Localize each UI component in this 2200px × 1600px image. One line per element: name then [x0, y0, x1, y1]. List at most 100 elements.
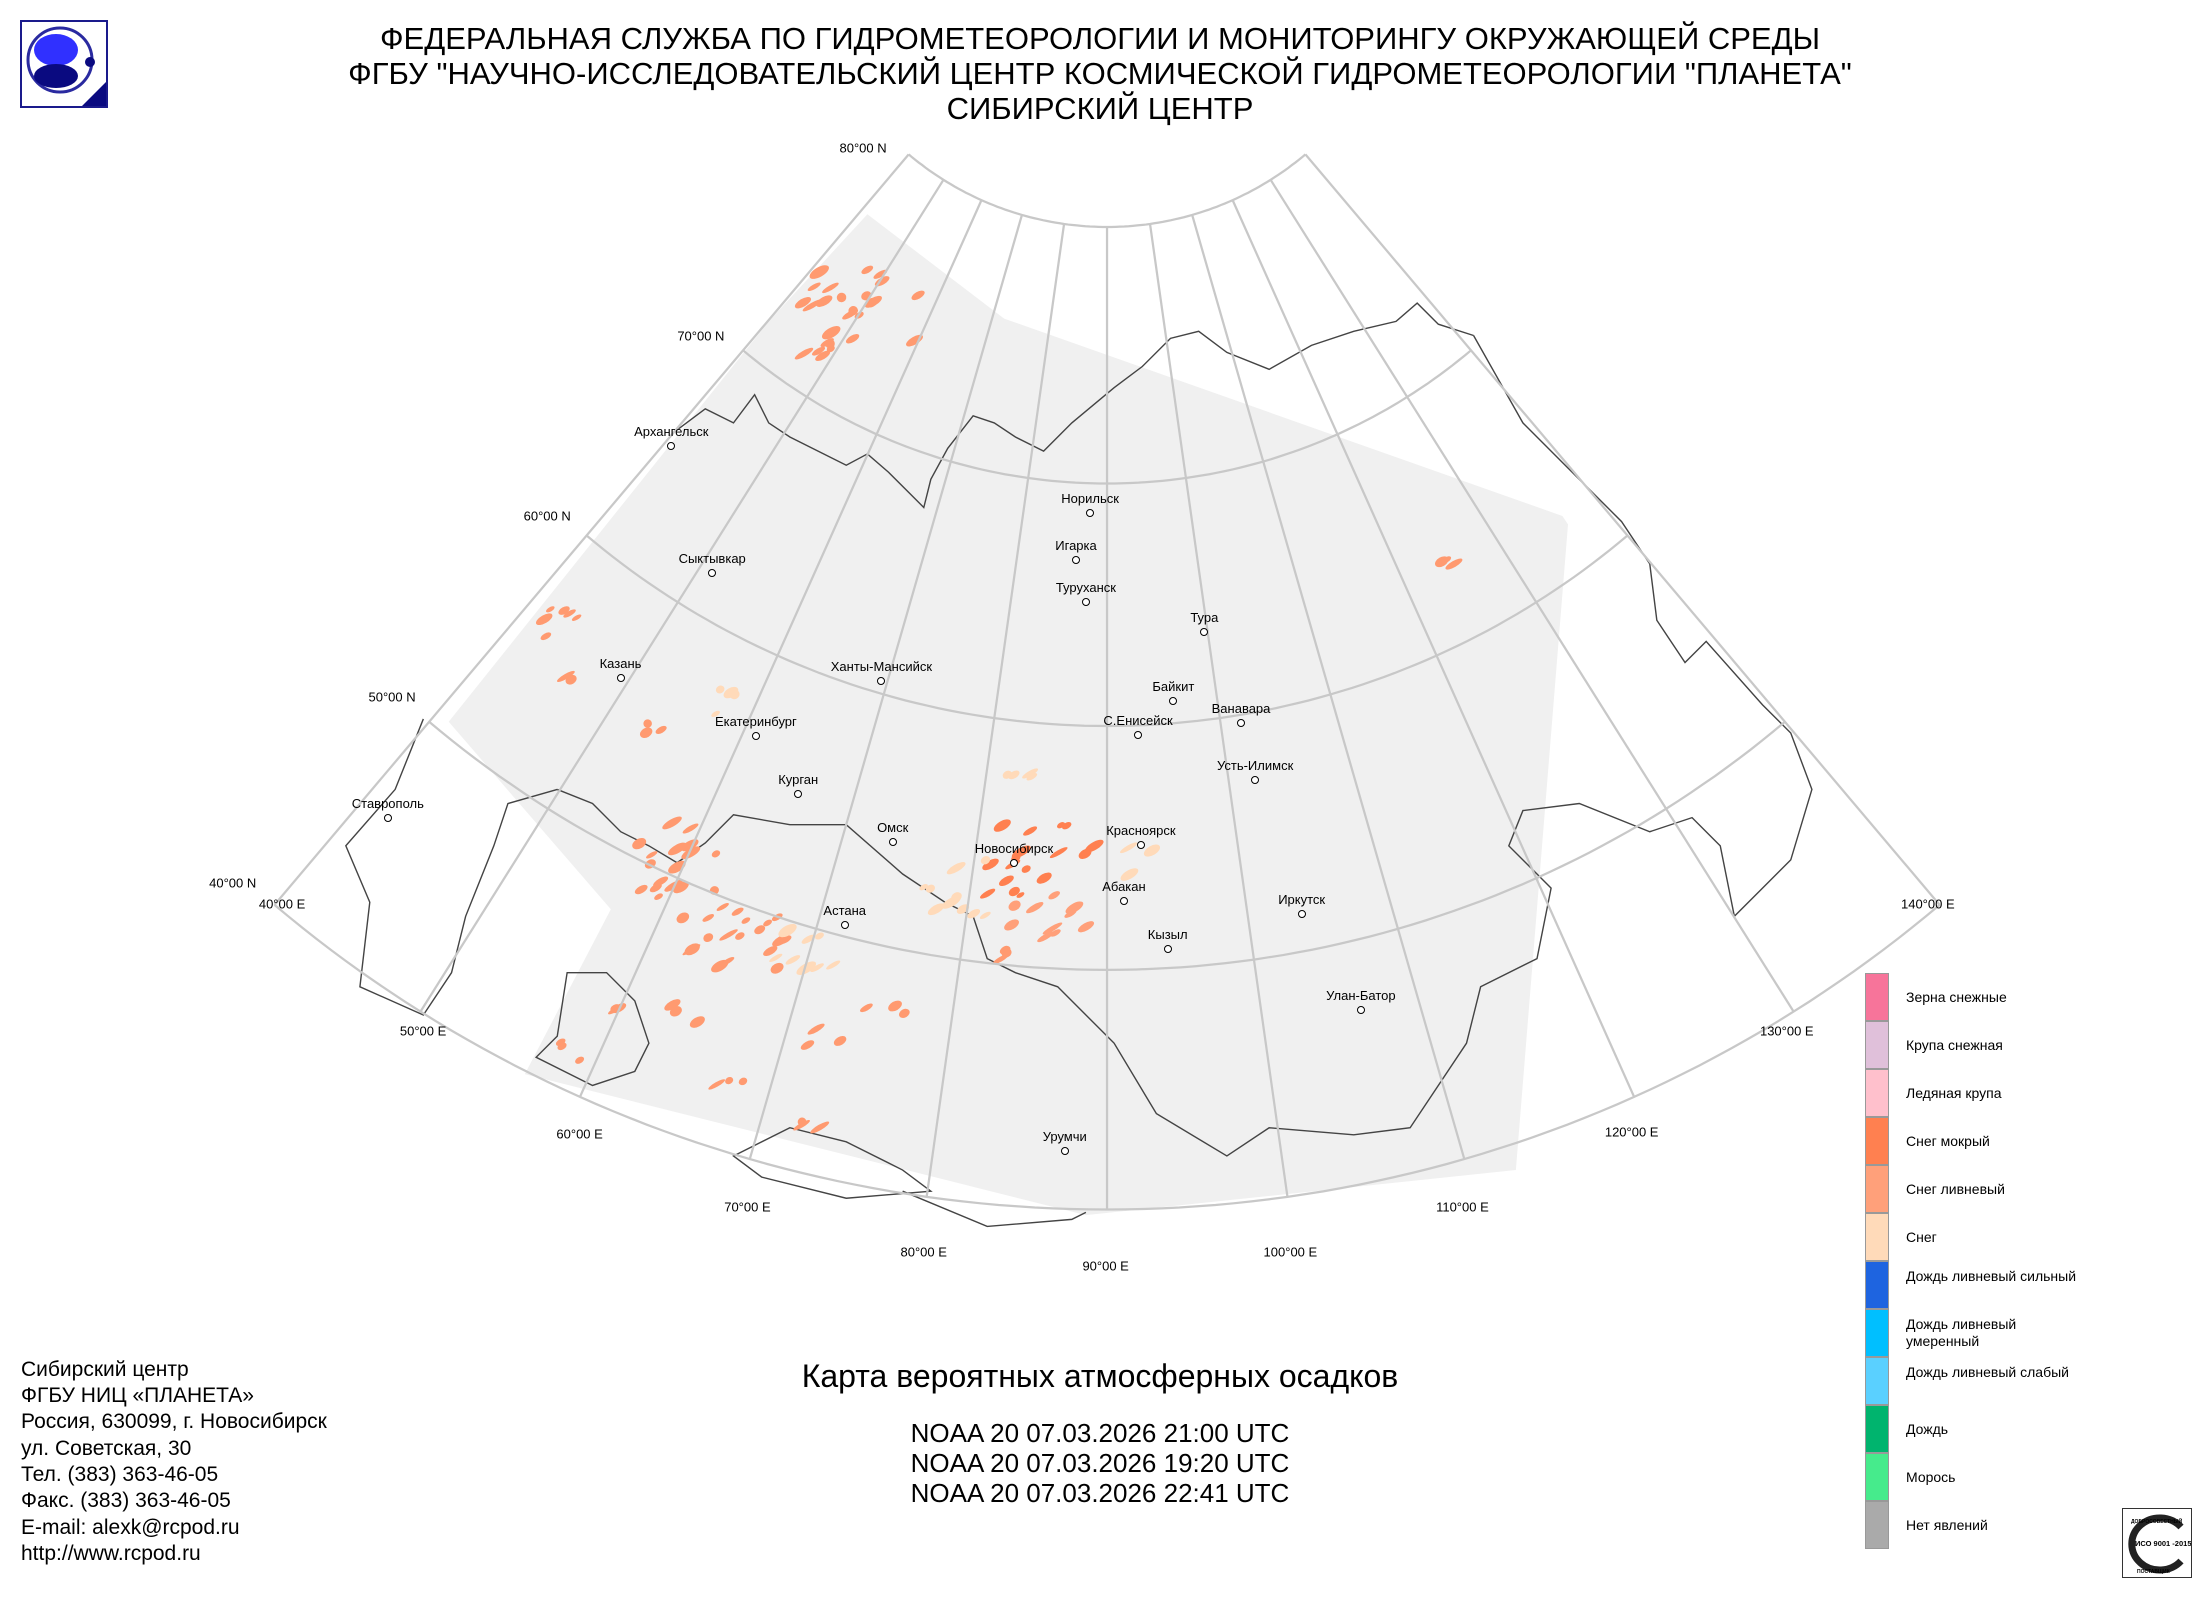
meridian-line	[1269, 179, 1795, 1013]
city-label: С.Енисейск	[1103, 712, 1173, 728]
precipitation-patch	[810, 963, 824, 973]
coastline	[557, 335, 1813, 1157]
precipitation-patch	[919, 883, 928, 891]
legend-swatch	[1865, 1405, 1889, 1453]
precipitation-patch	[571, 614, 582, 621]
coastline	[902, 1190, 1087, 1228]
pass-time-3: NOAA 20 07.03.2026 22:41 UTC	[910, 1478, 1290, 1508]
badge-top: ДОБРОСОВЕСТНЫЙ	[2131, 1517, 2183, 1525]
longitude-label: 90°00 E	[1082, 1258, 1129, 1274]
city-marker-icon	[1072, 555, 1081, 564]
footer-website-link[interactable]: http://www.rcpod.ru	[21, 1542, 201, 1565]
precipitation-patch	[763, 945, 778, 957]
precipitation-patch	[842, 309, 859, 320]
precipitation-patch	[860, 1003, 873, 1013]
legend-swatch	[1865, 1309, 1889, 1357]
graticule	[273, 153, 1941, 1211]
precipitation-patch	[825, 338, 835, 349]
precipitation-patch	[999, 945, 1011, 955]
precipitation-patch	[1008, 886, 1020, 897]
city-label: Туруханск	[1055, 580, 1116, 596]
precipitation-patch	[861, 265, 874, 275]
precipitation-patch	[668, 860, 686, 874]
city-marker-icon	[877, 677, 886, 686]
precipitation-patch	[911, 290, 925, 301]
precipitation-patch	[845, 334, 860, 344]
city-marker-icon	[1237, 719, 1246, 728]
precipitation-patch	[1061, 822, 1072, 830]
precipitation-patch	[563, 609, 576, 618]
precipitation-patch	[1085, 839, 1104, 853]
precipitation-patch	[836, 292, 847, 303]
precipitation-patch	[708, 1079, 726, 1090]
meridian-line	[1231, 199, 1636, 1098]
city-marker-icon	[1119, 897, 1128, 906]
precipitation-patch	[809, 265, 829, 279]
precipitation-patch	[993, 819, 1011, 832]
precipitation-patch	[535, 613, 553, 626]
legend-swatch	[1865, 1453, 1889, 1501]
precipitation-patch	[1023, 826, 1038, 836]
longitude-label: 50°00 E	[399, 1023, 447, 1039]
precipitation-patch	[925, 884, 935, 893]
precipitation-patch	[864, 295, 882, 308]
header-line-3: СИБИРСКИЙ ЦЕНТР	[946, 91, 1254, 126]
precipitation-patch	[754, 925, 766, 935]
precipitation-patch	[1008, 900, 1021, 911]
precipitation-patch	[1042, 922, 1063, 935]
precipitation-patch	[1048, 891, 1060, 900]
precipitation-patch	[721, 956, 735, 966]
footer-line: ул. Советская, 30	[21, 1437, 192, 1460]
precipitation-patch	[888, 1000, 902, 1012]
city-marker-icon	[708, 568, 717, 577]
precipitation-patch	[1120, 842, 1138, 854]
precipitation-patch	[673, 881, 689, 894]
pass-time-2: NOAA 20 07.03.2026 19:20 UTC	[910, 1448, 1290, 1478]
precipitation-patch	[769, 953, 783, 963]
legend-label: Дождь	[1906, 1420, 1949, 1437]
precipitation-patch	[873, 269, 888, 279]
legend-label: Ледяная крупа	[1906, 1084, 2002, 1101]
longitude-label: 80°00 E	[900, 1244, 947, 1260]
precipitation-patch	[785, 955, 801, 965]
precipitation-patch	[632, 837, 647, 850]
precipitation-patch	[639, 727, 653, 738]
longitude-label: 140°00 E	[1900, 896, 1955, 912]
precipitation-patch	[833, 1036, 847, 1046]
precipitation-patch	[1002, 770, 1012, 779]
city-label: Иркутск	[1278, 891, 1326, 907]
city-marker-icon	[1297, 909, 1306, 918]
meridian-line	[273, 153, 910, 906]
city-label: Архангельск	[634, 423, 709, 439]
legend-swatch	[1865, 1213, 1889, 1261]
precipitation-patch	[941, 895, 961, 909]
precipitation-patch	[980, 888, 996, 899]
precipitation-patch	[716, 903, 729, 911]
city-label: Игарка	[1055, 537, 1097, 553]
precipitation-patch	[741, 917, 751, 924]
legend-swatch	[1865, 1261, 1889, 1309]
precipitation-patch	[684, 943, 700, 956]
meridian-line	[748, 214, 1024, 1160]
meridian-line	[1148, 223, 1289, 1197]
city-label: Улан-Батор	[1326, 987, 1396, 1003]
precipitation-patch	[810, 1121, 830, 1134]
city-marker-icon	[1169, 696, 1178, 705]
legend-label: Снег	[1906, 1228, 1937, 1245]
city-marker-icon	[840, 921, 849, 930]
iso-badge: ДОБРОСОВЕСТНЫЙ ПОСТАВЩИК ИСО 9001 -2015	[2122, 1508, 2192, 1578]
city-label: Ванавара	[1211, 701, 1271, 717]
precipitation-patch	[676, 912, 690, 924]
city-label: Красноярск	[1106, 822, 1176, 838]
precipitation-patch	[801, 934, 816, 944]
precipitation-patch	[807, 1023, 825, 1035]
precipitation-patch	[667, 842, 687, 856]
precipitation-patch	[1049, 847, 1068, 859]
footer-email-link[interactable]: E-mail: alexk@rcpod.ru	[21, 1516, 240, 1539]
city-marker-icon	[1200, 627, 1209, 636]
legend-label: Морось	[1906, 1468, 1956, 1485]
city-label: Кызыл	[1147, 927, 1188, 943]
legend-swatch	[1865, 1501, 1889, 1549]
coastlines-borders	[344, 302, 1813, 1228]
